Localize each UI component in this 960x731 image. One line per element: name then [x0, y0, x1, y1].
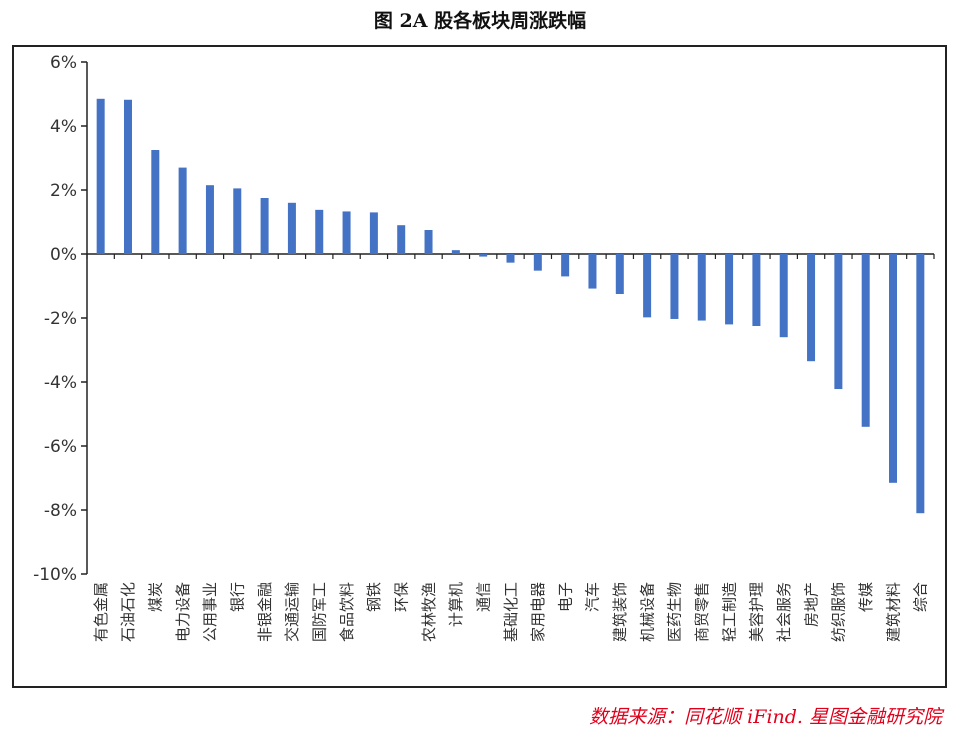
x-tick-label: 环保: [392, 582, 410, 612]
chart-frame: [12, 45, 947, 688]
x-tick-label: 商贸零售: [693, 582, 711, 642]
x-tick-label: 房地产: [802, 582, 820, 627]
bar-chart: 6% 4% 2% 0% -2% -4% -6% -8% -10% 有色金属 石油石化 煤炭 电力设备 公用…: [33, 53, 935, 642]
bar: [697, 254, 706, 321]
x-tick-label: 家用电器: [529, 582, 547, 642]
bar: [123, 99, 132, 254]
y-tick-label: 0%: [50, 245, 77, 265]
x-tick-label: 煤炭: [147, 582, 165, 612]
x-tick-label: 石油石化: [119, 582, 137, 642]
x-tick-label: 通信: [474, 582, 492, 612]
bar: [752, 254, 761, 326]
bar: [615, 254, 624, 294]
bar: [533, 254, 542, 271]
x-tick-label: 机械设备: [638, 582, 656, 642]
x-tick-label: 汽车: [584, 582, 602, 612]
y-tick-label: 6%: [50, 53, 77, 73]
y-tick-label: -2%: [44, 309, 77, 329]
bar: [670, 254, 679, 319]
bar: [233, 188, 242, 254]
bar: [889, 254, 898, 483]
x-tick-label: 公用事业: [201, 582, 219, 642]
x-tick-label: 钢铁: [365, 582, 383, 612]
y-tick-label: -6%: [44, 437, 77, 457]
y-tick-label: 2%: [50, 181, 77, 201]
source-note: 数据来源：同花顺 iFind. 星图金融研究院: [589, 706, 942, 728]
x-tick-label: 轻工制造: [720, 582, 738, 642]
x-tick-label: 食品饮料: [338, 582, 356, 642]
x-tick-label: 综合: [912, 582, 930, 612]
y-tick-label: -8%: [44, 501, 77, 521]
bar: [96, 98, 105, 254]
bar: [315, 209, 324, 254]
y-tick-label: -10%: [33, 565, 77, 585]
x-tick-label: 国防军工: [310, 582, 328, 642]
bar: [397, 225, 406, 254]
bar: [479, 254, 488, 257]
x-tick-label: 有色金属: [92, 582, 110, 642]
bar: [260, 198, 269, 254]
x-tick-label: 纺织服饰: [830, 582, 848, 642]
x-tick-label: 医药生物: [666, 582, 684, 642]
bar: [451, 250, 460, 254]
bar: [643, 254, 652, 318]
x-tick-label: 建筑装饰: [611, 582, 629, 642]
y-tick-label: 4%: [50, 117, 77, 137]
x-tick-label: 社会服务: [775, 582, 793, 642]
bar: [205, 185, 214, 254]
x-tick-label: 农林牧渔: [420, 582, 438, 642]
bar: [369, 212, 378, 254]
bar: [506, 254, 515, 263]
x-tick-label: 传媒: [857, 582, 875, 612]
bar: [725, 254, 734, 325]
chart-title: 图 2A 股各板块周涨跌幅: [373, 10, 587, 32]
bar: [916, 254, 925, 514]
bar: [834, 254, 843, 390]
y-tick-label: -4%: [44, 373, 77, 393]
bar: [861, 254, 870, 427]
bar: [287, 202, 296, 254]
x-tick-label: 计算机: [447, 582, 465, 627]
x-tick-label: 银行: [229, 582, 247, 612]
x-tick-label: 非银金融: [256, 582, 274, 642]
x-tick-label: 交通运输: [283, 582, 301, 642]
x-tick-label: 建筑材料: [884, 582, 902, 642]
bar: [779, 254, 788, 338]
x-tick-label: 美容护理: [748, 582, 766, 642]
bar: [151, 150, 160, 254]
x-tick-label: 电子: [556, 582, 574, 612]
x-tick-label: 电力设备: [174, 582, 192, 642]
bar: [424, 230, 433, 254]
x-tick-label: 基础化工: [502, 582, 520, 642]
bar: [807, 254, 816, 362]
bar: [561, 254, 570, 277]
bar: [178, 167, 187, 254]
bar: [342, 211, 351, 254]
bar: [588, 254, 597, 289]
